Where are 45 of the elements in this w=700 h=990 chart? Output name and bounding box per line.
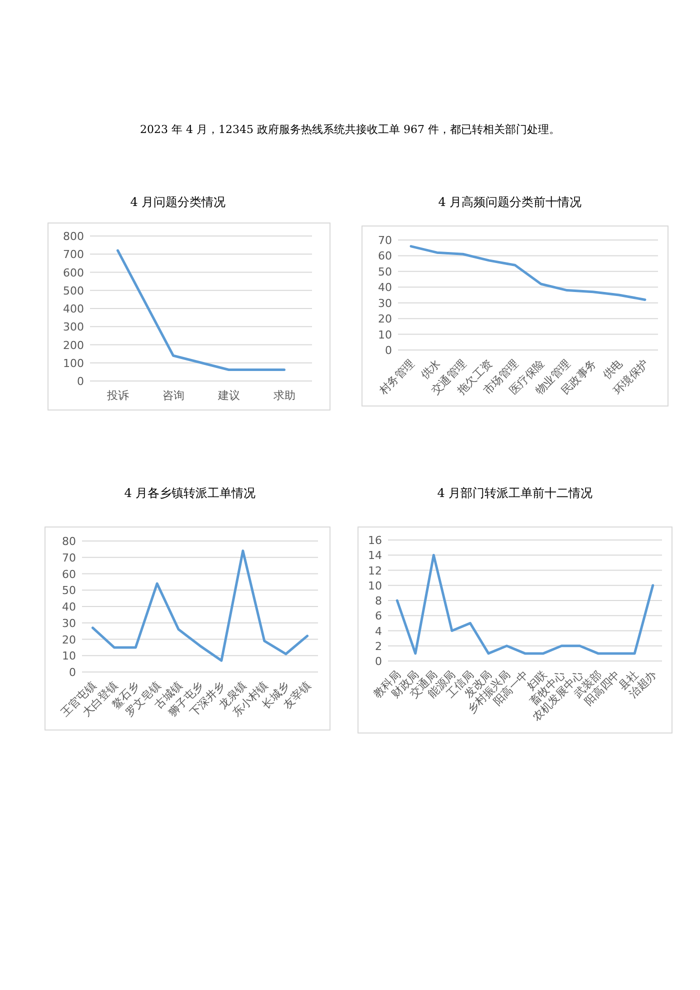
chart-title: 4 月各乡镇转派工单情况	[124, 486, 256, 500]
y-tick-label: 400	[63, 302, 84, 316]
text: 2023 年 4 月，12345 政府服务热线系统共接收工单 967 件，都已转相关部门处理。	[140, 123, 560, 136]
y-tick-label: 0	[375, 655, 382, 668]
x-tick-label: 求助	[273, 389, 296, 402]
y-tick-label: 100	[63, 356, 84, 370]
y-tick-label: 0	[385, 344, 392, 357]
x-tick-label: 村务管理	[376, 356, 418, 398]
y-tick-label: 16	[368, 534, 382, 547]
y-tick-label: 70	[378, 234, 392, 247]
chart-title: 4 月部门转派工单前十二情况	[437, 486, 593, 500]
y-tick-label: 300	[63, 320, 84, 334]
y-tick-label: 40	[378, 281, 392, 294]
y-tick-label: 40	[62, 600, 76, 614]
y-tick-label: 30	[378, 296, 392, 310]
y-tick-label: 10	[378, 328, 392, 342]
y-tick-label: 0	[77, 375, 84, 388]
y-tick-label: 200	[63, 338, 84, 352]
y-tick-label: 12	[368, 564, 382, 578]
y-tick-label: 20	[378, 312, 392, 326]
chart-title: 4 月问题分类情况	[130, 195, 226, 209]
x-tick-label: 建议	[216, 389, 240, 402]
y-tick-label: 10	[62, 650, 76, 663]
y-tick-label: 14	[368, 549, 382, 562]
y-tick-label: 6	[375, 610, 382, 623]
x-tick-label: 咨询	[162, 389, 184, 402]
y-tick-label: 10	[368, 579, 382, 592]
y-tick-label: 70	[62, 551, 76, 564]
y-tick-label: 800	[63, 230, 84, 243]
y-tick-label: 700	[63, 248, 84, 262]
y-tick-label: 30	[62, 616, 76, 630]
x-tick-label: 投诉	[106, 389, 129, 402]
y-tick-label: 600	[63, 266, 84, 280]
y-tick-label: 60	[62, 568, 76, 581]
y-tick-label: 8	[375, 594, 382, 608]
chart-title: 4 月高频问题分类前十情况	[438, 195, 582, 209]
y-tick-label: 50	[378, 265, 392, 278]
y-tick-label: 60	[378, 250, 392, 263]
y-tick-label: 500	[63, 284, 84, 298]
y-tick-label: 4	[375, 624, 382, 638]
y-tick-label: 2	[375, 640, 382, 653]
y-tick-label: 80	[62, 535, 76, 548]
y-tick-label: 20	[62, 633, 76, 646]
y-tick-label: 50	[62, 584, 76, 598]
y-tick-label: 0	[69, 666, 76, 679]
